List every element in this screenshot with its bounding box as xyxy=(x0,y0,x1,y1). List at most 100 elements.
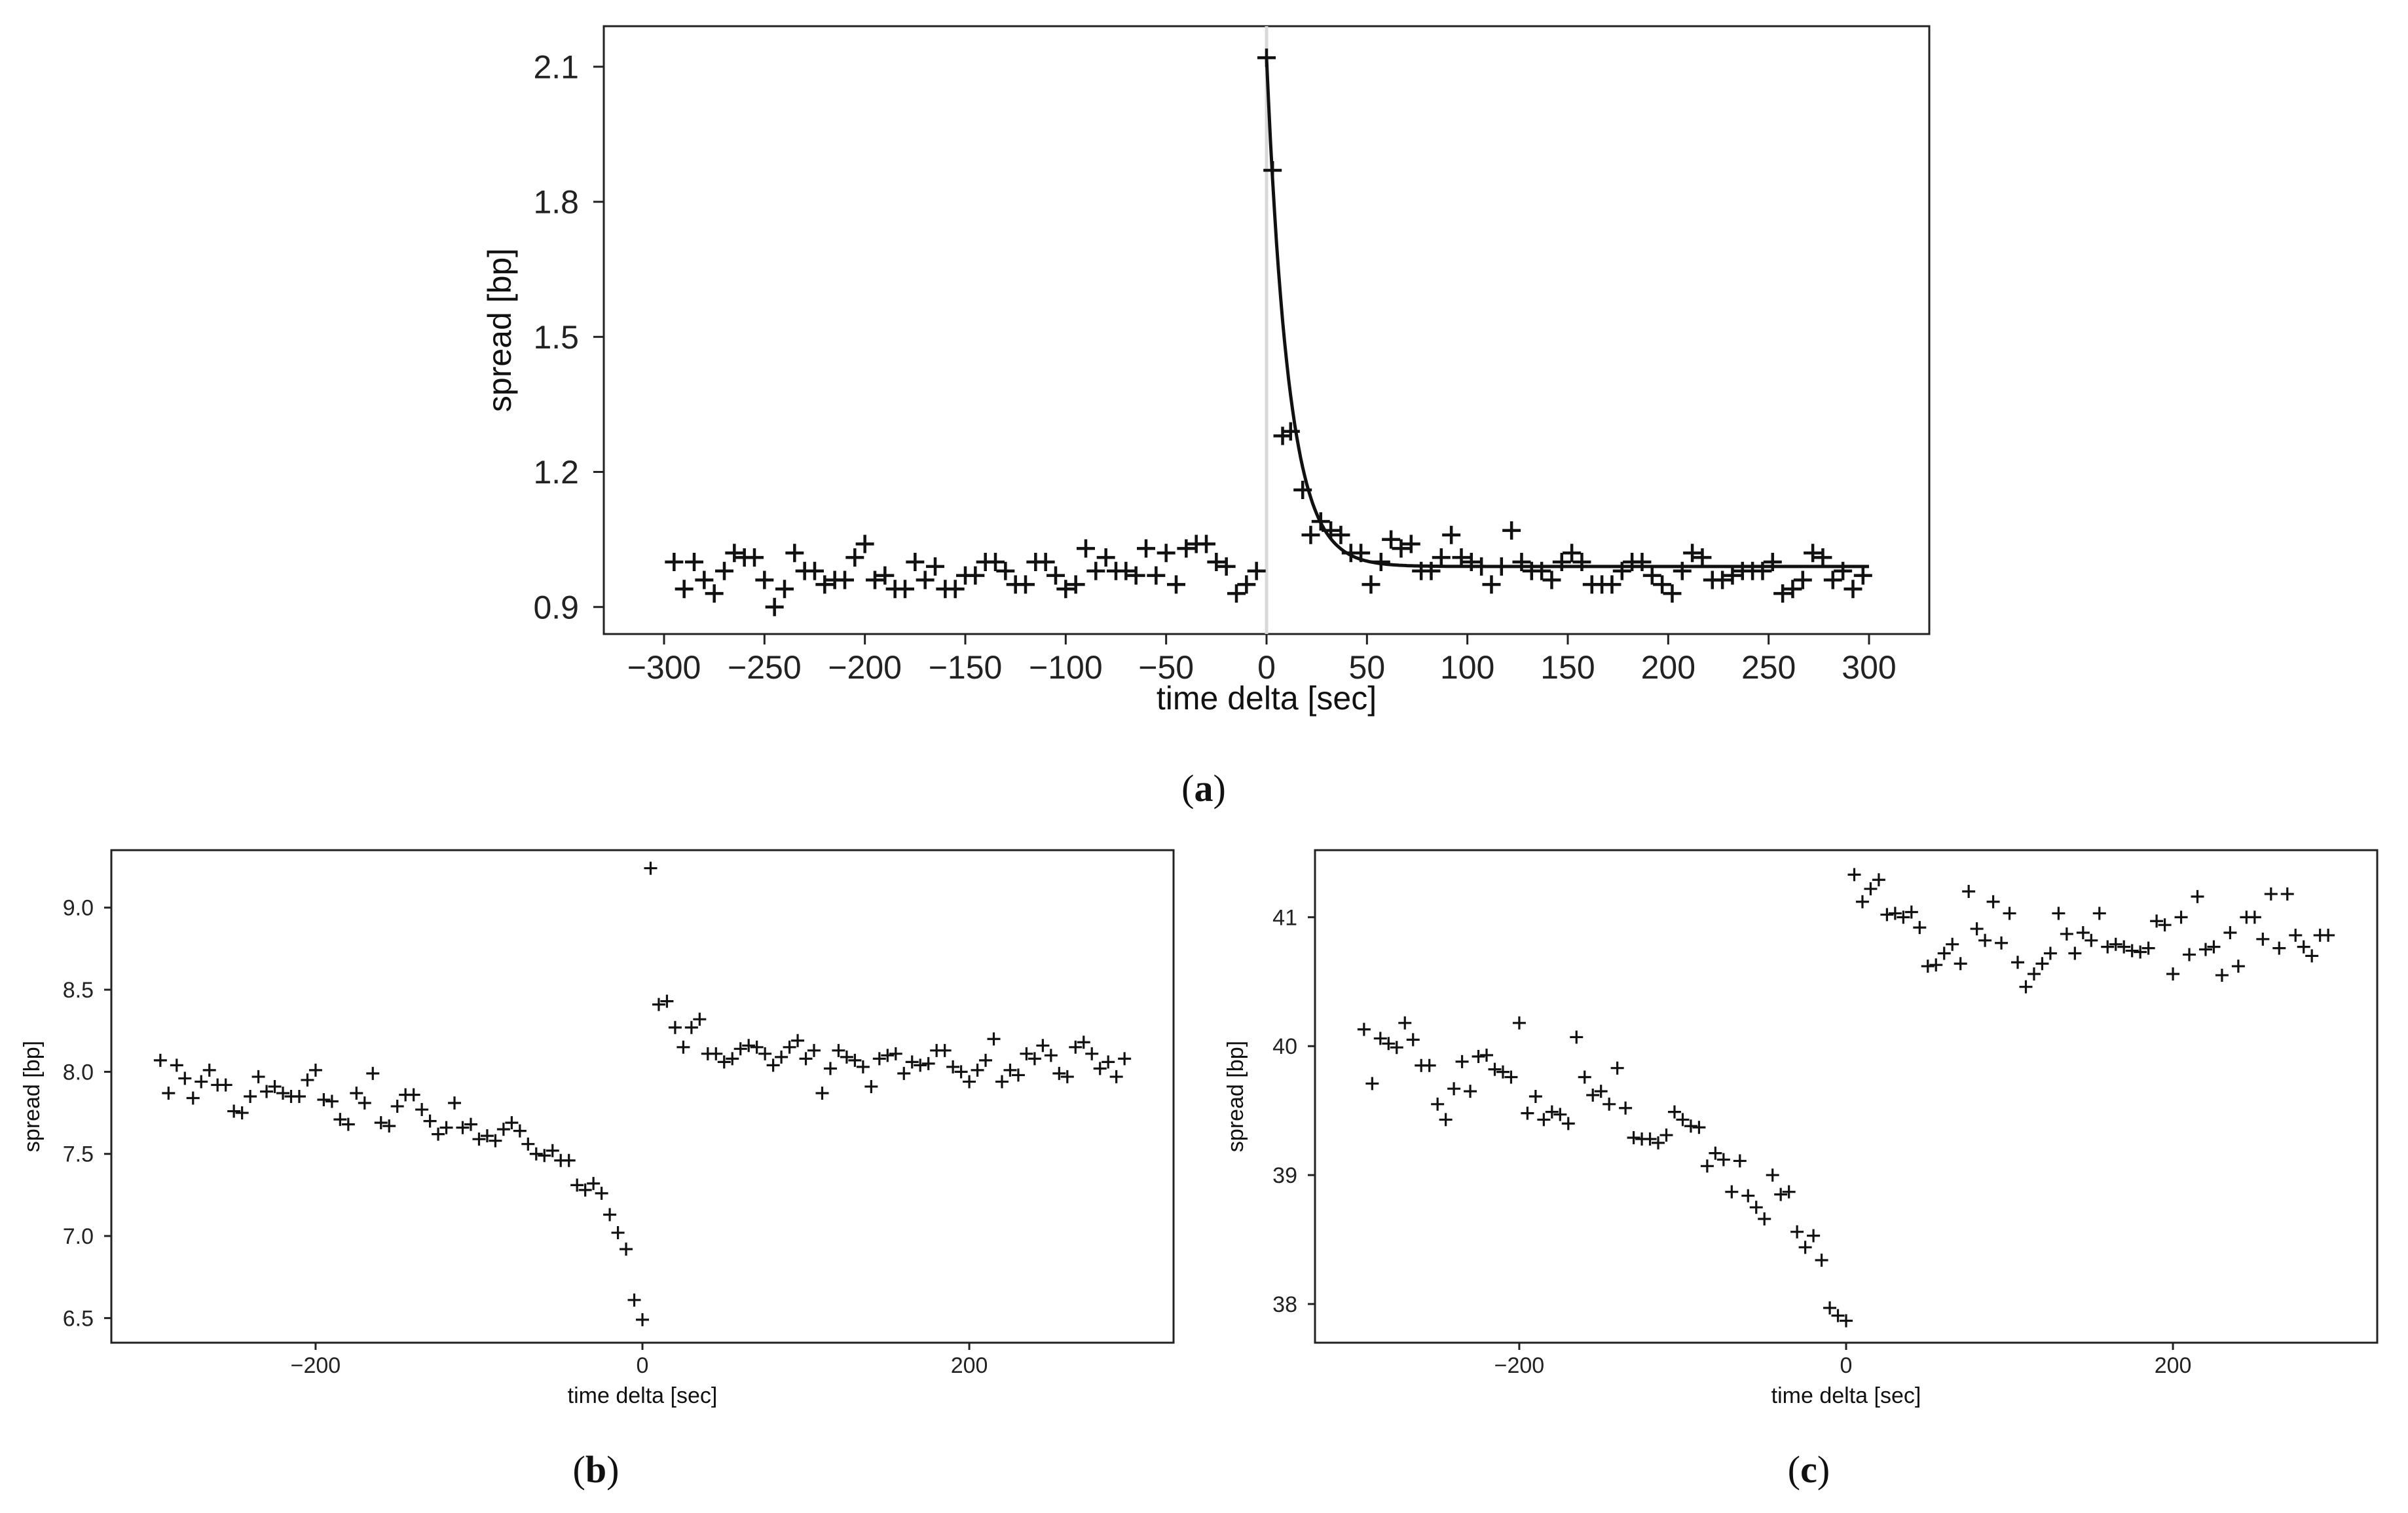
data-point xyxy=(521,1137,535,1151)
data-point xyxy=(1532,561,1551,580)
data-point xyxy=(1834,561,1853,580)
data-point xyxy=(750,1040,764,1054)
data-point xyxy=(1763,553,1782,572)
data-point xyxy=(1766,1168,1779,1182)
data-point xyxy=(1798,1241,1812,1254)
x-tick-label: −200 xyxy=(291,1353,341,1378)
data-point xyxy=(1804,544,1823,563)
y-tick-label: 7.0 xyxy=(63,1224,94,1249)
data-point xyxy=(1773,584,1792,603)
data-point xyxy=(644,861,658,875)
data-point xyxy=(889,1047,902,1060)
data-point xyxy=(815,575,834,594)
data-point xyxy=(2207,940,2221,954)
data-point xyxy=(2198,943,2212,956)
data-point xyxy=(1390,1041,1403,1055)
data-point xyxy=(1373,1032,1387,1045)
data-point xyxy=(1652,1136,1665,1149)
data-point xyxy=(1422,1058,1436,1072)
data-point xyxy=(2134,945,2147,959)
data-point xyxy=(1855,895,1869,908)
data-point xyxy=(1946,937,1959,951)
data-point xyxy=(546,1144,559,1157)
data-point xyxy=(2297,940,2310,954)
data-point xyxy=(2084,933,2098,947)
data-point xyxy=(946,1060,960,1074)
data-point xyxy=(1331,525,1350,544)
data-point xyxy=(1126,566,1145,585)
data-point xyxy=(1455,1055,1469,1068)
data-point xyxy=(1257,48,1276,67)
data-point xyxy=(390,1100,404,1113)
data-point xyxy=(1361,575,1380,594)
data-point xyxy=(432,1127,445,1141)
y-axis-label: spread [bp] xyxy=(1223,1041,1248,1152)
y-tick-label: 41 xyxy=(1272,905,1297,930)
data-point xyxy=(538,1149,551,1163)
data-point xyxy=(715,561,733,580)
x-tick-label: −200 xyxy=(1494,1353,1545,1378)
x-tick-label: 300 xyxy=(1842,649,1896,686)
data-point xyxy=(1790,1225,1804,1239)
data-point xyxy=(1352,544,1371,563)
data-point xyxy=(1713,570,1732,589)
data-point xyxy=(529,1147,543,1161)
data-point xyxy=(775,1050,788,1064)
data-point xyxy=(333,1113,347,1127)
data-point xyxy=(1512,1016,1526,1030)
data-point xyxy=(1642,566,1661,585)
x-tick-label: 200 xyxy=(951,1353,988,1378)
data-point xyxy=(1263,160,1282,179)
data-point xyxy=(1488,1062,1502,1076)
data-point xyxy=(1723,566,1742,585)
data-point xyxy=(1281,422,1300,441)
data-point xyxy=(2248,910,2261,924)
data-point xyxy=(1085,1047,1099,1060)
data-point xyxy=(1602,575,1621,594)
data-point xyxy=(1117,561,1136,580)
data-point xyxy=(1293,481,1312,500)
data-point xyxy=(845,548,864,567)
data-point xyxy=(840,1050,853,1064)
data-point xyxy=(1853,566,1872,585)
data-point xyxy=(856,1060,870,1074)
data-point xyxy=(1086,561,1105,580)
data-point xyxy=(2117,940,2131,954)
data-point xyxy=(717,1055,731,1069)
data-point xyxy=(2256,932,2270,946)
data-point xyxy=(480,1129,494,1143)
data-point xyxy=(1733,1154,1747,1168)
x-axis-label: time delta [sec] xyxy=(1157,680,1377,717)
data-point xyxy=(1610,1061,1624,1075)
data-point xyxy=(806,561,824,580)
data-point xyxy=(954,1065,968,1079)
data-point xyxy=(1542,570,1561,589)
data-point xyxy=(1311,512,1330,531)
data-point xyxy=(986,553,1005,572)
data-point xyxy=(1093,1062,1107,1075)
data-point xyxy=(1109,1070,1123,1083)
x-tick-label: 0 xyxy=(637,1353,649,1378)
data-point xyxy=(775,580,794,599)
data-point xyxy=(1700,1159,1714,1173)
data-point xyxy=(1003,1063,1017,1077)
y-axis-label: spread [bp] xyxy=(481,248,518,412)
data-point xyxy=(1398,1016,1412,1030)
data-point xyxy=(799,1052,813,1066)
data-point xyxy=(765,597,784,616)
data-point xyxy=(2092,906,2106,920)
data-point xyxy=(1066,575,1085,594)
data-point xyxy=(505,1116,519,1130)
data-point xyxy=(611,1226,625,1240)
x-tick-label: 50 xyxy=(1349,649,1386,686)
data-point xyxy=(1753,561,1772,580)
data-point xyxy=(194,1075,208,1089)
data-point xyxy=(1978,933,1992,947)
data-point xyxy=(186,1091,200,1105)
data-point xyxy=(1177,539,1196,558)
data-point xyxy=(996,561,1015,580)
caption-b: (b) xyxy=(572,1448,620,1491)
data-point xyxy=(513,1124,527,1138)
data-point xyxy=(489,1134,502,1148)
data-point xyxy=(1096,548,1115,567)
